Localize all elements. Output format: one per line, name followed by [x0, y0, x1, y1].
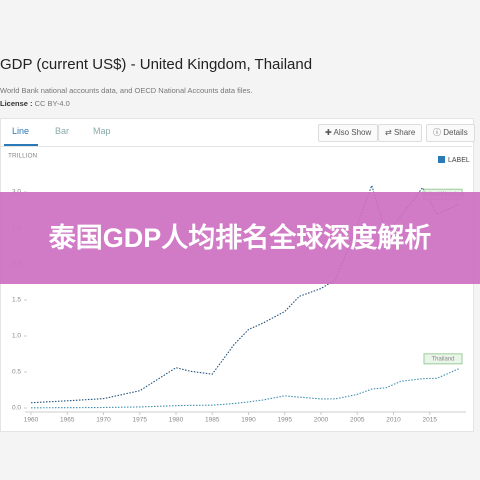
- checkbox-label: LABEL: [448, 157, 470, 164]
- tab[interactable]: Line: [12, 126, 30, 136]
- source: World Bank national accounts data, and O…: [0, 86, 253, 95]
- y-tick-label: 0.0: [12, 405, 21, 412]
- y-tick-label: 1.0: [12, 333, 21, 340]
- x-tick-label: 1960: [24, 417, 39, 424]
- title: GDP (current US$) - United Kingdom, Thai…: [0, 56, 313, 73]
- banner-text: 泰国GDP人均排名全球深度解析: [48, 223, 432, 253]
- series-label: Thailand: [431, 356, 454, 362]
- x-tick-label: 2005: [350, 417, 365, 424]
- x-tick-label: 1970: [96, 417, 111, 424]
- label-checkbox[interactable]: LABEL: [438, 156, 470, 164]
- license-label: License :: [0, 99, 33, 108]
- button-label: Details: [443, 128, 468, 137]
- details-button[interactable]: ⓘ Details: [426, 124, 475, 142]
- x-tick-label: 1975: [133, 417, 148, 424]
- x-tick-label: 1995: [278, 417, 293, 424]
- x-tick-label: 2015: [423, 417, 438, 424]
- tab[interactable]: Map: [93, 126, 111, 136]
- y-tick-label: 1.5: [12, 297, 21, 304]
- tab-indicator: [4, 144, 38, 146]
- x-tick-label: 1980: [169, 417, 184, 424]
- x-tick-label: 1965: [60, 417, 75, 424]
- x-tick-label: 2000: [314, 417, 329, 424]
- share-button[interactable]: ⇄ Share: [378, 124, 423, 142]
- button-label: Also Show: [333, 128, 372, 137]
- series-label-box: [423, 353, 463, 365]
- x-tick-label: 1990: [241, 417, 256, 424]
- x-tick-label: 2010: [386, 417, 401, 424]
- button-label: Share: [393, 128, 416, 137]
- separator: [0, 146, 472, 147]
- license-link[interactable]: CC BY-4.0: [34, 99, 70, 108]
- tab[interactable]: Bar: [55, 126, 70, 136]
- y-tick-label: 0.5: [12, 369, 21, 376]
- x-tick-label: 1985: [205, 417, 220, 424]
- banner: 泰国GDP人均排名全球深度解析: [0, 192, 480, 284]
- also-show-button[interactable]: ✚ Also Show: [318, 124, 379, 142]
- license: License : CC BY-4.0: [0, 99, 70, 108]
- y-axis-label: TRILLION: [8, 153, 38, 160]
- series-line: [30, 368, 459, 409]
